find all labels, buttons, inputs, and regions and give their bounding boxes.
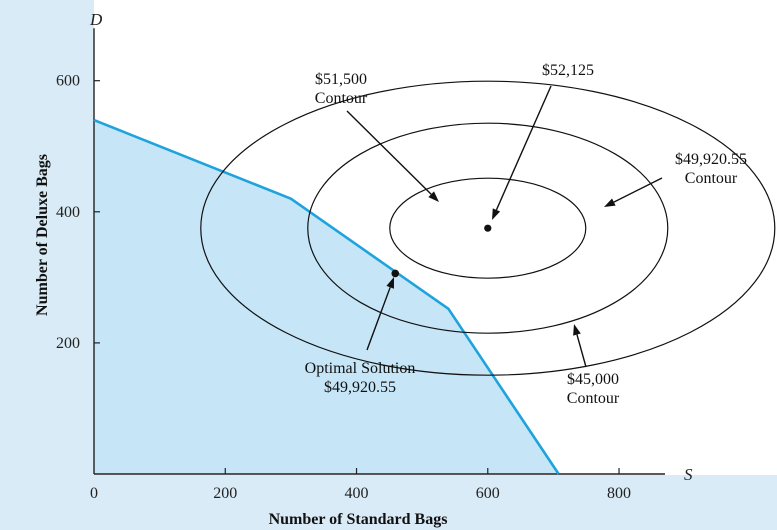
x-axis-letter: S	[684, 465, 693, 484]
label-49920-contour: Contour	[685, 170, 738, 187]
arrow-49920-shaft	[613, 177, 663, 203]
arrow-51500-shaft	[346, 110, 432, 195]
label-optimal-value: $49,920.55	[324, 379, 396, 396]
y-tick-label: 200	[56, 335, 80, 352]
arrow-52125-head	[492, 208, 501, 220]
x-axis-title: Number of Standard Bags	[269, 511, 448, 528]
label-52125: $52,125	[542, 62, 594, 79]
contour-ellipse-3	[389, 177, 587, 279]
arrow-49920-head	[604, 198, 616, 207]
label-49920: $49,920.55	[675, 151, 747, 168]
constraint-boundary-line	[93, 118, 560, 475]
center-point	[484, 224, 492, 232]
arrow-optimal-shaft	[366, 287, 391, 351]
contour-ellipse-1	[200, 80, 776, 376]
label-51500: $51,500	[315, 71, 367, 88]
x-tick-label: 400	[345, 485, 369, 502]
x-tick-label: 800	[607, 485, 631, 502]
label-optimal-solution: Optimal Solution	[305, 360, 416, 377]
label-51500-contour: Contour	[315, 90, 368, 107]
arrow-45000-shaft	[576, 334, 587, 368]
y-tick-label: 400	[56, 204, 80, 221]
arrow-52125-shaft	[495, 85, 552, 211]
y-tick-label: 600	[56, 73, 80, 90]
optimal-point	[391, 269, 400, 278]
x-tick-label: 0	[90, 485, 98, 502]
label-45000: $45,000	[567, 371, 619, 388]
plot-marks	[93, 28, 776, 475]
feasible-region	[94, 120, 559, 474]
x-tick-label: 200	[213, 485, 237, 502]
y-axis-title: Number of Deluxe Bags	[34, 154, 51, 316]
arrow-51500-head	[428, 191, 439, 202]
label-45000-contour: Contour	[567, 390, 620, 407]
contour-ellipse-2	[307, 122, 669, 334]
x-tick-label: 600	[476, 485, 500, 502]
tick-labels: 0 200 400 600 800 200 400 600	[56, 73, 631, 502]
arrow-45000-head	[573, 324, 581, 336]
y-axis-letter: D	[89, 10, 103, 29]
arrow-optimal-head	[386, 277, 394, 289]
